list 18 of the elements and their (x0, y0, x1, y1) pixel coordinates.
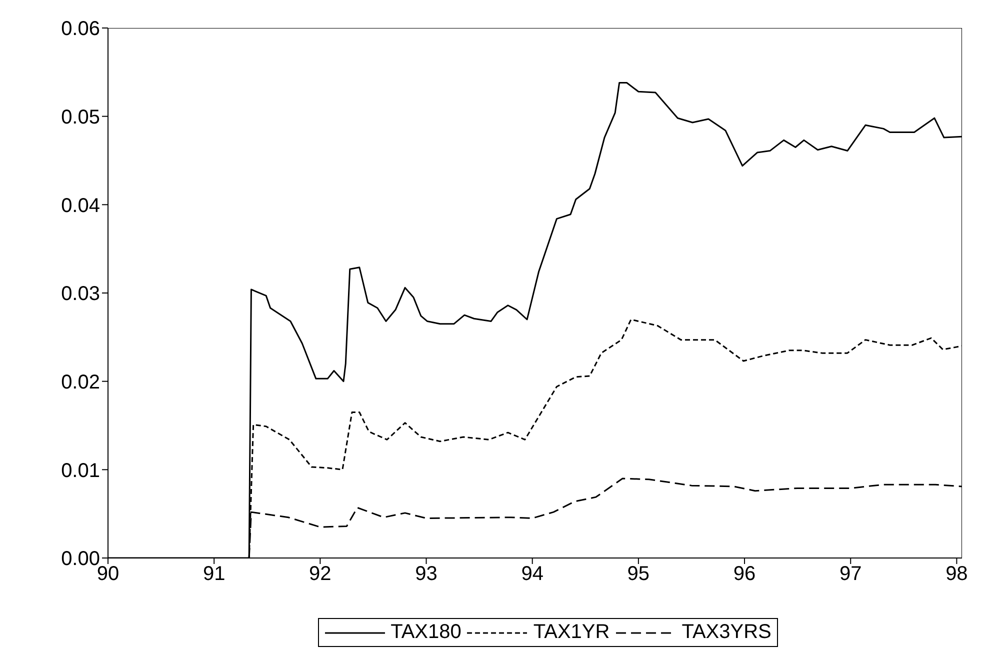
y-tick-label: 0.01 (61, 460, 100, 482)
x-tick-label: 98 (946, 563, 968, 586)
x-tick-label: 97 (839, 563, 862, 586)
legend-label: TAX1YR (533, 621, 610, 644)
x-tick-label: 92 (309, 563, 332, 586)
legend-label: TAX3YRS (682, 621, 772, 644)
legend-label: TAX180 (390, 621, 462, 644)
x-tick-label: 91 (202, 563, 226, 586)
y-tick-label: 0.06 (61, 18, 100, 40)
y-tick-label: 0.02 (61, 371, 100, 394)
y-tick-label: 0.05 (61, 106, 100, 128)
x-tick-label: 93 (415, 563, 438, 586)
x-tick-label: 90 (96, 563, 120, 586)
y-tick-label: 0.04 (61, 194, 100, 217)
x-tick-label: 94 (521, 563, 544, 586)
y-tick-label: 0.03 (61, 283, 100, 306)
x-tick-label: 96 (733, 563, 756, 586)
x-tick-label: 95 (627, 563, 650, 586)
